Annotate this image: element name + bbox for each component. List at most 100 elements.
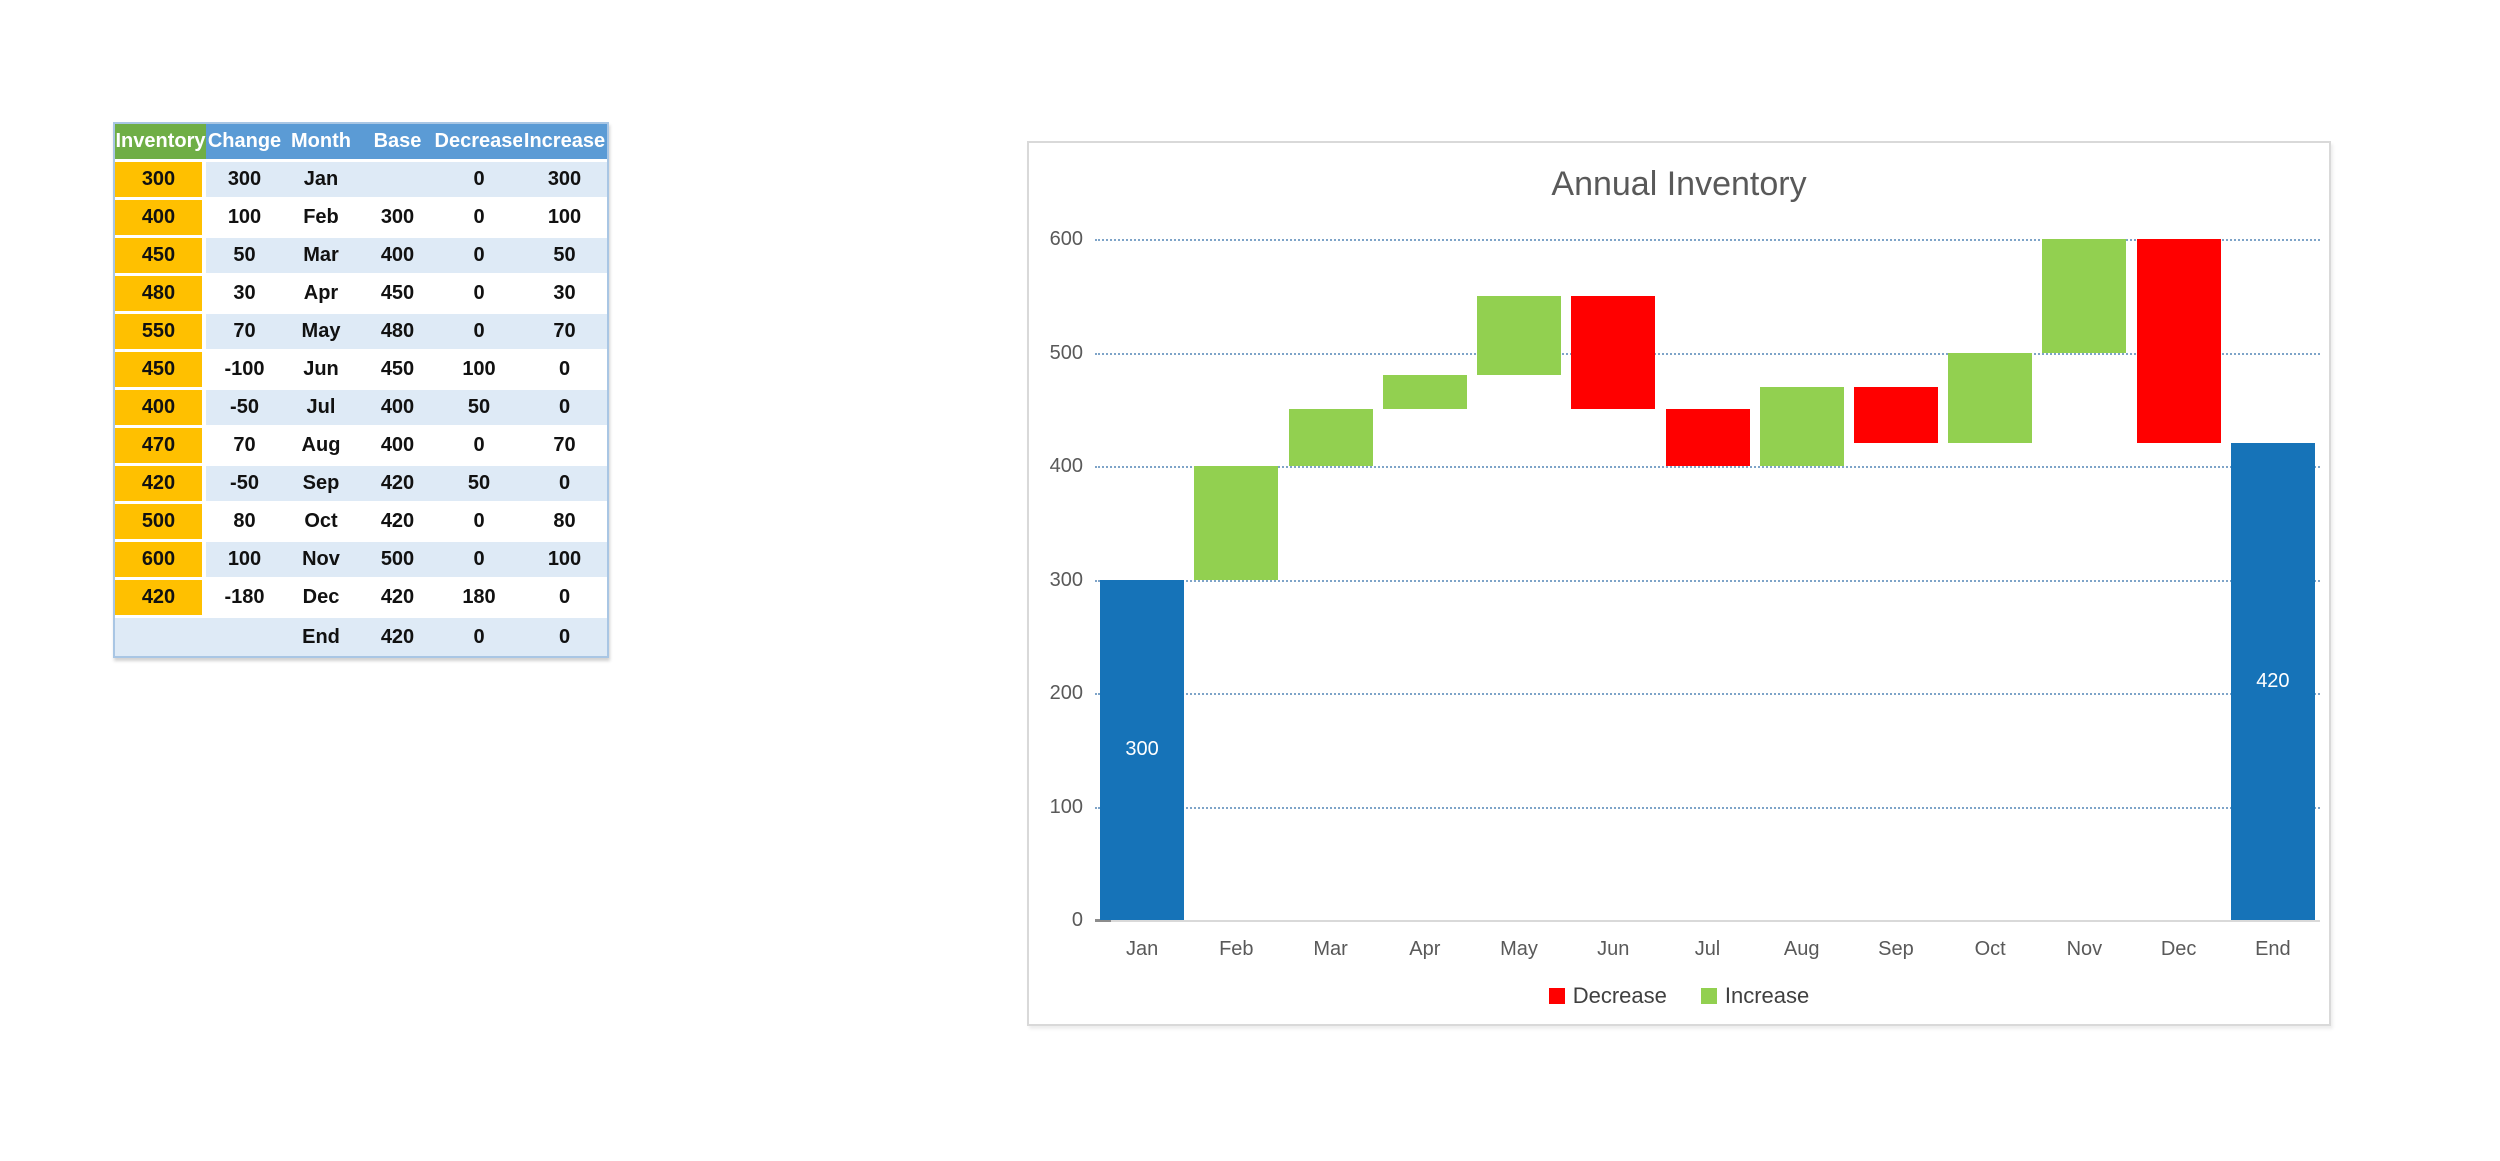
bar-apr[interactable]	[1382, 375, 1467, 410]
table-cell[interactable]: May	[283, 314, 359, 352]
table-cell[interactable]: 300	[522, 162, 607, 200]
table-cell[interactable]: Oct	[283, 504, 359, 542]
table-header-inventory[interactable]: Inventory	[115, 124, 206, 162]
chart-panel[interactable]: Annual Inventory 0 100 200 300 400 500 600 300 J…	[1027, 141, 2331, 1026]
table-cell[interactable]: 450	[115, 238, 206, 276]
table-cell[interactable]: 400	[359, 390, 436, 428]
table-cell[interactable]: 0	[436, 200, 522, 238]
table-cell[interactable]: 0	[436, 238, 522, 276]
table-cell[interactable]: Nov	[283, 542, 359, 580]
table-cell[interactable]: Mar	[283, 238, 359, 276]
bar-end[interactable]: 420	[2230, 443, 2315, 920]
table-cell[interactable]: 50	[436, 390, 522, 428]
table-cell[interactable]: 70	[522, 428, 607, 466]
table-cell[interactable]: 500	[359, 542, 436, 580]
table-cell[interactable]: -100	[206, 352, 283, 390]
table-cell[interactable]: -50	[206, 466, 283, 504]
bar-sep[interactable]	[1853, 386, 1938, 444]
bar-feb[interactable]	[1194, 466, 1279, 580]
bar-jul[interactable]	[1665, 409, 1750, 466]
table-cell[interactable]: Jun	[283, 352, 359, 390]
table-cell[interactable]: 500	[115, 504, 206, 542]
table-cell[interactable]: Aug	[283, 428, 359, 466]
table-cell[interactable]: 420	[359, 580, 436, 618]
table-cell[interactable]: 420	[359, 466, 436, 504]
table-cell[interactable]: 300	[206, 162, 283, 200]
table-header-base[interactable]: Base	[359, 124, 436, 162]
table-cell[interactable]: 420	[115, 580, 206, 618]
table-header-decrease[interactable]: Decrease	[435, 124, 523, 162]
table-cell[interactable]: 0	[522, 580, 607, 618]
table-header-increase[interactable]: Increase	[522, 124, 607, 162]
table-cell[interactable]: 0	[436, 428, 522, 466]
table-cell[interactable]: 480	[359, 314, 436, 352]
table-cell[interactable]: 550	[115, 314, 206, 352]
table-cell[interactable]: 480	[115, 276, 206, 314]
table-cell[interactable]: 300	[359, 200, 436, 238]
table-cell[interactable]: 70	[206, 428, 283, 466]
table-cell[interactable]: -180	[206, 580, 283, 618]
table-cell[interactable]: 400	[115, 390, 206, 428]
table-cell[interactable]	[206, 618, 283, 656]
legend-item-increase[interactable]: Increase	[1700, 983, 1809, 1009]
table-cell[interactable]: 600	[115, 542, 206, 580]
bar-jun[interactable]	[1571, 295, 1656, 410]
table-cell[interactable]: Feb	[283, 200, 359, 238]
table-cell[interactable]	[115, 618, 206, 656]
table-cell[interactable]: 420	[359, 504, 436, 542]
bar-may[interactable]	[1477, 295, 1562, 376]
table-cell[interactable]: -50	[206, 390, 283, 428]
table-cell[interactable]: 50	[206, 238, 283, 276]
table-cell[interactable]: 50	[436, 466, 522, 504]
table-cell[interactable]: 100	[522, 542, 607, 580]
table-cell[interactable]: 70	[206, 314, 283, 352]
table-cell[interactable]: 80	[522, 504, 607, 542]
bar-dec[interactable]	[2136, 239, 2221, 444]
table-cell[interactable]: 0	[436, 276, 522, 314]
table-cell[interactable]: 0	[522, 352, 607, 390]
table-cell[interactable]: 100	[522, 200, 607, 238]
table-header-month[interactable]: Month	[283, 124, 359, 162]
table-cell[interactable]: 400	[115, 200, 206, 238]
bar-oct[interactable]	[1948, 352, 2033, 444]
table-cell[interactable]: 0	[436, 504, 522, 542]
table-cell[interactable]: End	[283, 618, 359, 656]
table-cell[interactable]: 0	[522, 466, 607, 504]
bar-aug[interactable]	[1759, 386, 1844, 466]
table-cell[interactable]: 180	[436, 580, 522, 618]
bar-nov[interactable]	[2042, 239, 2127, 353]
table-cell[interactable]: Jul	[283, 390, 359, 428]
table-cell[interactable]: 450	[359, 352, 436, 390]
table-cell[interactable]: 30	[206, 276, 283, 314]
legend-item-decrease[interactable]: Decrease	[1548, 983, 1667, 1009]
table-cell[interactable]: 470	[115, 428, 206, 466]
table-cell[interactable]: 300	[115, 162, 206, 200]
table-cell[interactable]: 450	[359, 276, 436, 314]
table-cell[interactable]: 400	[359, 428, 436, 466]
table-cell[interactable]: 100	[436, 352, 522, 390]
table-cell[interactable]: 0	[436, 618, 522, 656]
table-cell[interactable]: 0	[522, 618, 607, 656]
bar-mar[interactable]	[1288, 409, 1373, 466]
table-cell[interactable]: 70	[522, 314, 607, 352]
bar-jan[interactable]: 300	[1100, 579, 1185, 920]
table-cell[interactable]: 30	[522, 276, 607, 314]
table-cell[interactable]: Apr	[283, 276, 359, 314]
table-cell[interactable]: Sep	[283, 466, 359, 504]
table-cell[interactable]: Jan	[283, 162, 359, 200]
table-cell[interactable]: 0	[436, 314, 522, 352]
table-cell[interactable]: 400	[359, 238, 436, 276]
table-cell[interactable]	[359, 162, 436, 200]
table-cell[interactable]: 100	[206, 200, 283, 238]
table-cell[interactable]: 80	[206, 504, 283, 542]
table-cell[interactable]: 0	[436, 542, 522, 580]
table-cell[interactable]: 420	[359, 618, 436, 656]
table-cell[interactable]: 450	[115, 352, 206, 390]
table-cell[interactable]: Dec	[283, 580, 359, 618]
table-cell[interactable]: 100	[206, 542, 283, 580]
table-cell[interactable]: 0	[436, 162, 522, 200]
table-cell[interactable]: 50	[522, 238, 607, 276]
table-header-change[interactable]: Change	[206, 124, 283, 162]
table-cell[interactable]: 420	[115, 466, 206, 504]
table-cell[interactable]: 0	[522, 390, 607, 428]
